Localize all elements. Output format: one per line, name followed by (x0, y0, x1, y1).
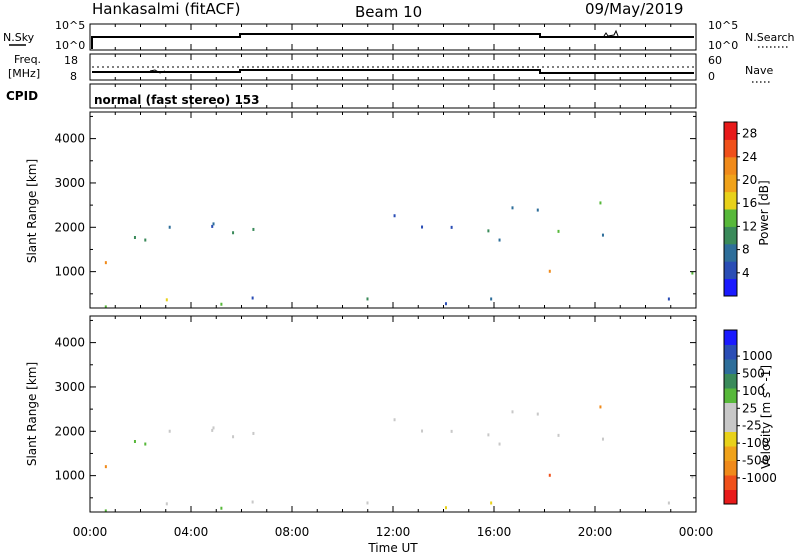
velocity-colorbar-tick: -500 (742, 454, 769, 468)
power-colorbar-tick: 20 (742, 173, 757, 187)
velocity-colorbar-label: Velocity [m s^-1] (759, 365, 773, 469)
velocity-colorbar-tick: -25 (742, 419, 762, 433)
cpid-strip: CPID normal (fast stereo) 153 (6, 83, 697, 109)
power-colorbar-cell (724, 156, 737, 175)
power-scatter (104, 201, 694, 309)
power-colorbar-cell (724, 209, 737, 227)
power-y-ticks: 1000 2000 3000 4000 (54, 115, 696, 295)
velocity-colorbar-cell (724, 373, 737, 389)
nsearch-tick-top: 10^5 (708, 19, 738, 32)
power-colorbar-cell (724, 278, 737, 297)
y-tick-label: 4000 (54, 132, 85, 146)
cpid-value: normal (fast stereo) 153 (94, 93, 260, 107)
freq-strip: Freq. [MHz] 18 8 60 0 Nave (8, 53, 773, 83)
velocity-colorbar-cell (724, 460, 737, 476)
velocity-colorbar-cell (724, 344, 737, 360)
velocity-colorbar-cell (724, 359, 737, 374)
power-y-axis-label: Slant Range [km] (25, 159, 39, 263)
power-colorbar-tick: 12 (742, 219, 757, 233)
nsky-label: N.Sky (3, 31, 35, 44)
velocity-colorbar-cell (724, 417, 737, 432)
power-colorbar-tick: 28 (742, 127, 757, 141)
velocity-colorbar-cell (724, 431, 737, 447)
x-tick-label: 20:00 (578, 525, 613, 539)
nave-tick-bottom: 0 (708, 70, 715, 83)
power-colorbar-tick: 24 (742, 150, 757, 164)
power-colorbar-tick: 16 (742, 196, 757, 210)
velocity-colorbar: 1000 500 100 25 -25 -100 -500 -1000 Velocity [m… (723, 329, 777, 505)
velocity-colorbar-tick: 500 (742, 367, 765, 381)
x-tick-label: 08:00 (275, 525, 310, 539)
beam-title: Beam 10 (355, 3, 422, 21)
x-tick-label: 00:00 (679, 525, 714, 539)
y-tick-label: 3000 (54, 380, 85, 394)
freq-label: Freq. (14, 53, 41, 66)
date-title: 09/May/2019 (585, 0, 683, 18)
power-colorbar-cell (724, 139, 737, 158)
velocity-colorbar-cell (724, 388, 737, 403)
x-tick-label: 04:00 (174, 525, 209, 539)
velocity-colorbar-tick: 1000 (742, 349, 773, 363)
power-colorbar-cell (724, 226, 737, 245)
y-tick-label: 1000 (54, 265, 85, 279)
nsky-tick-top: 10^5 (55, 19, 85, 32)
velocity-colorbar-tick: -100 (742, 436, 769, 450)
power-colorbar-cell (724, 261, 737, 280)
velocity-colorbar-tick: 100 (742, 384, 765, 398)
nsky-tick-bottom: 10^0 (55, 39, 85, 52)
station-title: Hankasalmi (fitACF) (92, 0, 240, 18)
freq-tick-top: 18 (64, 54, 78, 67)
velocity-colorbar-cell (724, 330, 737, 345)
x-axis-label: Time UT (367, 541, 418, 554)
power-x-ticks (89, 112, 697, 308)
nsearch-tick-bottom: 10^0 (708, 39, 738, 52)
power-colorbar: 4 8 12 16 20 24 28 Power [dB] (723, 121, 771, 297)
nave-label: Nave (745, 64, 773, 77)
velocity-colorbar-cell (724, 446, 737, 461)
x-tick-label: 00:00 (73, 525, 108, 539)
power-colorbar-tick: 8 (742, 243, 750, 257)
velocity-panel: 1000 2000 3000 4000 Slant Range [km] (25, 315, 697, 513)
x-tick-label: 12:00 (376, 525, 411, 539)
power-panel-frame (89, 111, 697, 309)
power-colorbar-cell (724, 122, 737, 140)
y-tick-label: 2000 (54, 424, 85, 438)
nsky-strip: N.Sky 10^5 10^0 10^5 10^0 N.Search (3, 19, 795, 52)
power-colorbar-cell (724, 243, 737, 262)
y-tick-label: 3000 (54, 176, 85, 190)
velocity-colorbar-cell (724, 475, 737, 490)
power-colorbar-label: Power [dB] (757, 180, 771, 245)
nave-tick-top: 60 (708, 54, 722, 67)
power-colorbar-cell (724, 191, 737, 210)
freq-unit-label: [MHz] (8, 67, 40, 80)
x-tick-label: 16:00 (477, 525, 512, 539)
power-colorbar-cell (724, 174, 737, 193)
y-tick-label: 1000 (54, 469, 85, 483)
velocity-panel-frame (89, 315, 697, 513)
velocity-colorbar-cell (724, 489, 737, 505)
velocity-colorbar-tick: 25 (742, 401, 757, 415)
velocity-y-axis-label: Slant Range [km] (25, 362, 39, 466)
y-tick-label: 4000 (54, 336, 85, 350)
power-panel: 1000 2000 3000 4000 Slant Range [km] (25, 111, 697, 309)
cpid-label: CPID (6, 89, 38, 103)
velocity-colorbar-tick: -1000 (742, 471, 777, 485)
velocity-x-ticks (89, 316, 697, 512)
x-tick-labels: 00:00 04:00 08:00 12:00 16:00 20:00 00:00 (73, 24, 714, 539)
y-tick-label: 2000 (54, 220, 85, 234)
power-colorbar-tick: 4 (742, 266, 750, 280)
freq-tick-bottom: 8 (70, 70, 77, 83)
velocity-colorbar-cell (724, 402, 737, 418)
velocity-scatter (104, 405, 694, 513)
velocity-y-ticks: 1000 2000 3000 4000 (54, 319, 696, 499)
nsearch-label: N.Search (745, 31, 795, 44)
